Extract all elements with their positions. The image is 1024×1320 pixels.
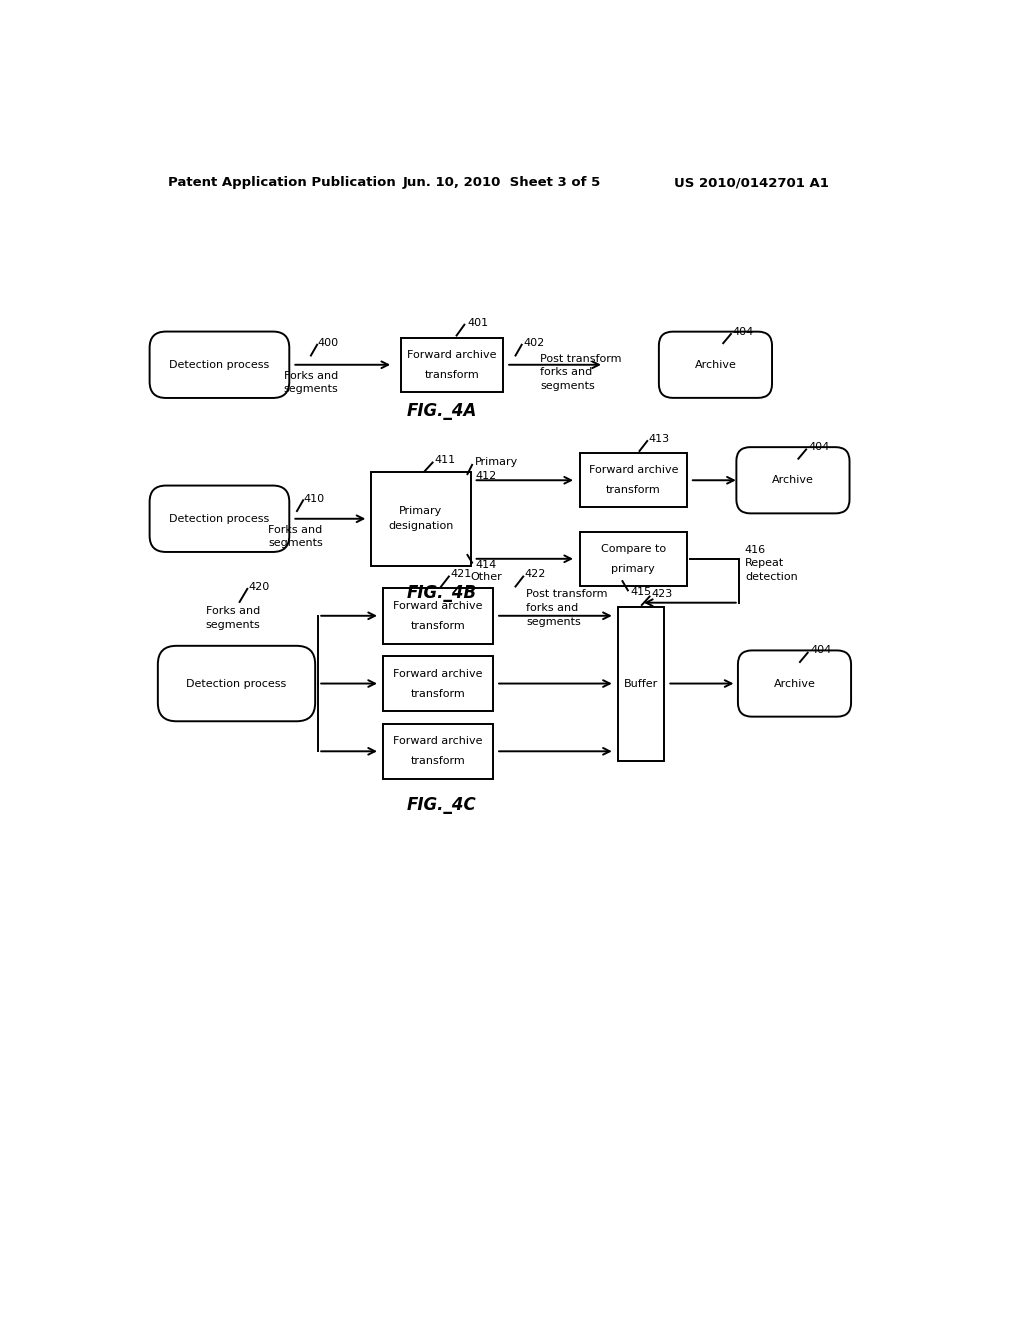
Bar (383, 656, 493, 711)
Text: 402: 402 (523, 338, 545, 348)
Text: Archive: Archive (694, 360, 736, 370)
Text: Patent Application Publication: Patent Application Publication (168, 176, 396, 189)
FancyBboxPatch shape (738, 651, 851, 717)
Bar (617, 607, 665, 760)
Text: 400: 400 (317, 338, 338, 348)
Text: Jun. 10, 2010  Sheet 3 of 5: Jun. 10, 2010 Sheet 3 of 5 (403, 176, 601, 189)
Text: Other: Other (471, 573, 503, 582)
Text: Forward archive: Forward archive (393, 668, 482, 678)
Text: transform: transform (411, 689, 465, 698)
Text: designation: designation (388, 521, 454, 532)
Text: transform: transform (411, 756, 465, 767)
Text: 401: 401 (467, 318, 488, 329)
Text: 410: 410 (303, 494, 325, 504)
Text: 404: 404 (732, 326, 754, 337)
Text: FIG._4A: FIG._4A (407, 403, 477, 420)
Text: 415: 415 (630, 587, 651, 597)
Text: 413: 413 (649, 434, 670, 444)
Text: Detection process: Detection process (186, 678, 287, 689)
Text: segments: segments (526, 616, 581, 627)
Text: Forks and: Forks and (268, 525, 323, 536)
Text: transform: transform (411, 620, 465, 631)
Text: forks and: forks and (526, 603, 579, 612)
Text: Forks and: Forks and (284, 371, 338, 381)
Text: Archive: Archive (773, 678, 815, 689)
Text: Archive: Archive (772, 475, 814, 486)
Text: transform: transform (425, 370, 479, 380)
Text: Primary: Primary (399, 506, 442, 516)
FancyBboxPatch shape (658, 331, 772, 397)
Text: 404: 404 (809, 442, 829, 453)
FancyBboxPatch shape (736, 447, 850, 513)
Text: Compare to: Compare to (601, 544, 666, 554)
Text: Detection process: Detection process (169, 513, 269, 524)
Text: Forks and: Forks and (206, 606, 260, 616)
Bar (580, 532, 687, 586)
Text: segments: segments (205, 620, 260, 630)
Text: Forward archive: Forward archive (408, 350, 497, 360)
Bar (383, 723, 493, 779)
Text: Buffer: Buffer (624, 678, 658, 689)
Text: Detection process: Detection process (169, 360, 269, 370)
Text: primary: primary (611, 564, 655, 574)
Bar (383, 589, 493, 644)
Text: Repeat: Repeat (744, 558, 784, 569)
Text: 420: 420 (249, 582, 270, 591)
Text: Forward archive: Forward archive (589, 465, 678, 475)
Text: forks and: forks and (541, 367, 593, 378)
Text: Post transform: Post transform (526, 589, 608, 599)
Text: 412: 412 (475, 471, 497, 480)
Text: detection: detection (744, 572, 798, 582)
FancyBboxPatch shape (150, 331, 290, 397)
Text: 416: 416 (744, 545, 766, 554)
Text: Primary: Primary (475, 457, 518, 467)
Text: 422: 422 (524, 569, 546, 579)
Text: Forward archive: Forward archive (393, 601, 482, 611)
Text: 404: 404 (810, 645, 831, 656)
Text: segments: segments (268, 539, 323, 548)
Text: 414: 414 (475, 560, 497, 570)
Text: transform: transform (606, 486, 660, 495)
Text: Post transform: Post transform (541, 354, 622, 364)
Text: segments: segments (284, 384, 338, 395)
Bar (400, 338, 503, 392)
Bar (372, 471, 471, 566)
FancyBboxPatch shape (158, 645, 315, 721)
Text: FIG._4C: FIG._4C (407, 796, 477, 814)
Text: Forward archive: Forward archive (393, 737, 482, 746)
Text: 423: 423 (652, 589, 673, 599)
Text: 421: 421 (451, 569, 472, 579)
Bar (580, 453, 687, 507)
Text: 411: 411 (435, 455, 456, 465)
FancyBboxPatch shape (150, 486, 290, 552)
Text: FIG._4B: FIG._4B (407, 583, 477, 602)
Text: segments: segments (541, 380, 595, 391)
Text: US 2010/0142701 A1: US 2010/0142701 A1 (675, 176, 829, 189)
